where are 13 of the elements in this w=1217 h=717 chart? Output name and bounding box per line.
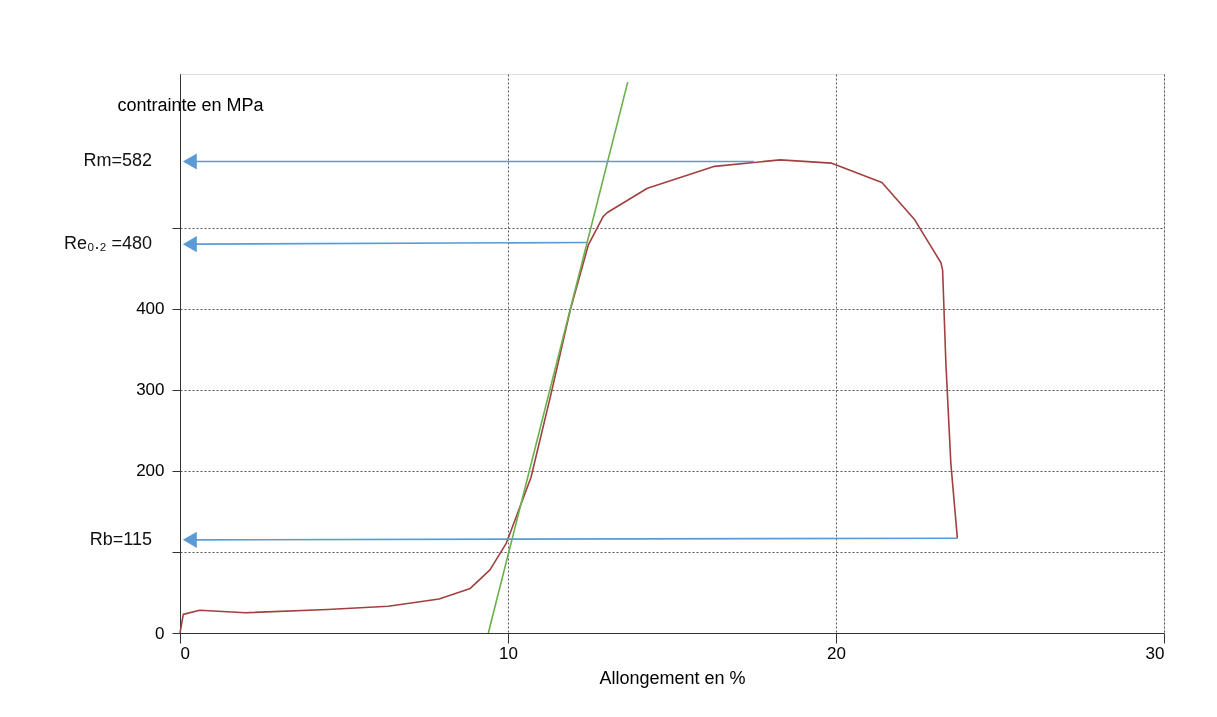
- x-tick-label: 10: [499, 643, 518, 663]
- x-axis-title: Allongement en %: [599, 667, 746, 688]
- text: Rm=582: [83, 150, 152, 171]
- y-tick-label: 400: [136, 299, 165, 319]
- x-tick-label: 20: [827, 643, 846, 663]
- x-tick-label: 0: [180, 643, 190, 663]
- y-tick-label: 0: [155, 623, 165, 643]
- text: Rb=115: [89, 528, 152, 549]
- text: Re₀.₂ =480: [63, 233, 152, 254]
- y-tick-label: 300: [136, 380, 165, 400]
- x-tick-label: 30: [1145, 643, 1165, 663]
- y-tick-label: 200: [136, 461, 165, 481]
- line-series: [179, 159, 959, 634]
